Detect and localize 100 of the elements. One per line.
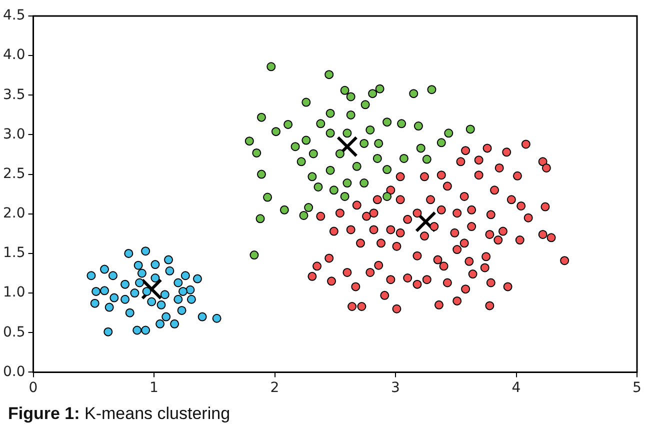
point [192, 274, 202, 284]
point [308, 149, 318, 158]
point [399, 154, 408, 163]
y-tick-label: 3.0 [3, 126, 26, 142]
point [134, 260, 143, 270]
point [250, 250, 259, 260]
point [326, 128, 335, 138]
point [366, 125, 375, 134]
point [336, 136, 358, 158]
x-tick-label: 1 [150, 380, 158, 396]
point [340, 86, 350, 95]
point [382, 118, 392, 127]
point [290, 142, 300, 152]
point [180, 271, 190, 280]
point [296, 157, 306, 166]
point [316, 119, 326, 128]
point [162, 312, 171, 322]
point [142, 286, 152, 296]
point [256, 170, 266, 179]
x-tick-label: 3 [391, 380, 400, 396]
point [256, 112, 266, 122]
point [141, 246, 150, 256]
point [100, 286, 110, 296]
point [335, 149, 344, 158]
point [141, 326, 150, 335]
point [178, 286, 188, 296]
point [177, 306, 186, 315]
point [212, 314, 222, 323]
point [382, 165, 392, 174]
point [329, 186, 338, 195]
point [374, 138, 384, 148]
point [284, 120, 293, 129]
point [444, 128, 454, 138]
point [156, 300, 166, 310]
point [302, 98, 311, 107]
point [266, 62, 276, 72]
point [186, 294, 196, 304]
point [130, 288, 140, 298]
point [397, 119, 406, 128]
point [342, 128, 352, 138]
caption: Figure 1: K-means clustering [8, 404, 230, 424]
point [244, 136, 254, 146]
point [324, 70, 334, 80]
point [342, 178, 352, 188]
point [314, 182, 323, 192]
point [427, 85, 436, 94]
point [302, 136, 311, 145]
y-tick-label: 2.0 [3, 206, 26, 222]
point [326, 108, 335, 118]
point [120, 280, 130, 289]
point [110, 293, 119, 302]
point [108, 271, 118, 280]
point [120, 294, 130, 304]
point [271, 127, 280, 136]
point [416, 144, 426, 153]
point [304, 203, 314, 212]
point [124, 248, 134, 258]
point [132, 326, 142, 335]
point [137, 268, 146, 278]
point [186, 285, 195, 294]
point [198, 312, 207, 322]
y-tick-label: 4.5 [3, 8, 26, 24]
point [466, 124, 475, 134]
point [360, 178, 369, 188]
point [150, 274, 160, 283]
point [415, 211, 436, 232]
point [375, 84, 384, 94]
point [368, 89, 378, 98]
point [92, 286, 101, 296]
point [256, 214, 265, 224]
x-tick-label: 4 [512, 380, 521, 396]
point [104, 302, 114, 312]
point [352, 162, 362, 171]
y-tick-label: 4.0 [3, 47, 26, 64]
point [164, 255, 173, 264]
point [346, 92, 356, 102]
y-tick-label: 3.5 [3, 86, 26, 103]
point [170, 319, 180, 328]
point [436, 138, 446, 148]
point [104, 327, 113, 336]
point [125, 308, 134, 318]
point [86, 271, 96, 280]
point [382, 192, 392, 201]
point [156, 319, 165, 328]
point [135, 278, 144, 288]
point [326, 166, 335, 175]
point [150, 260, 160, 270]
point [360, 138, 369, 148]
point [263, 192, 272, 202]
y-tick-label: 2.5 [3, 166, 26, 182]
point [160, 290, 170, 300]
y-tick-label: 1.5 [3, 245, 26, 262]
point [346, 110, 356, 120]
point [422, 154, 432, 164]
point [372, 154, 382, 163]
y-tick-label: 0.0 [3, 364, 26, 380]
point [299, 210, 308, 220]
y-tick-label: 0.5 [3, 324, 26, 340]
point [280, 205, 289, 214]
point [165, 266, 174, 276]
